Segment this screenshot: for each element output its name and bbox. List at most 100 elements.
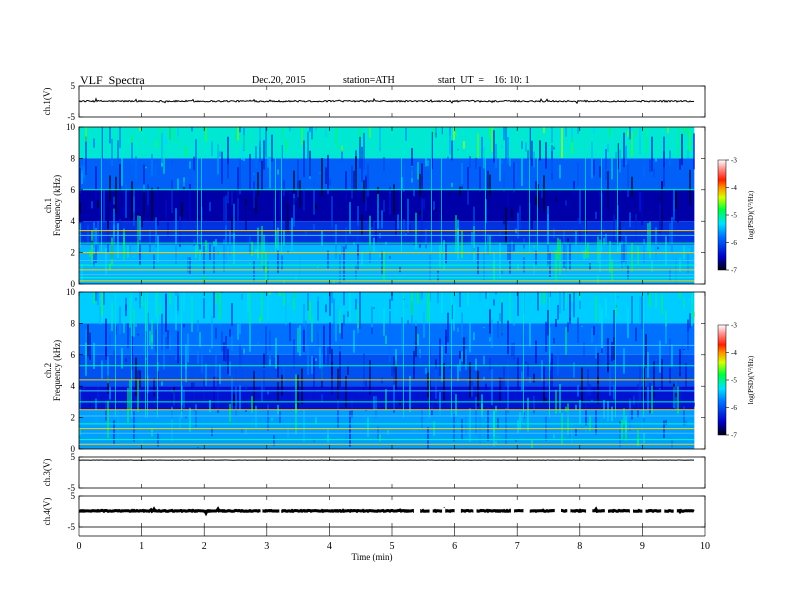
- ch2-spectral-speck: [633, 395, 635, 405]
- ch1-spectral-speck: [535, 250, 537, 266]
- ch1-spectral-speck: [665, 236, 667, 266]
- ch1-spectral-speck: [439, 245, 441, 268]
- ch2-impulse: [643, 292, 644, 418]
- ch2-spectral-speck: [129, 298, 131, 328]
- ch2-spectral-speck: [127, 323, 129, 349]
- ch1-spectral-speck: [675, 258, 677, 284]
- ch1-spectral-speck: [551, 127, 553, 143]
- ch1-spectral-speck: [81, 264, 83, 283]
- ch1-spectral-speck: [657, 131, 659, 134]
- ch1-colorbar-tick: -3: [731, 157, 737, 165]
- ch2-spectral-speck: [501, 377, 503, 410]
- ch1-spectral-speck: [381, 251, 383, 275]
- ch1-spectral-speck: [151, 153, 153, 176]
- ch2-spectral-speck: [141, 437, 143, 445]
- ch1-spectral-speck: [659, 197, 661, 199]
- ch1-spectral-speck: [631, 176, 633, 197]
- ch2-spectral-speck: [647, 292, 649, 296]
- ch2-spectral-speck: [427, 292, 429, 322]
- ch1-spectral-speck: [181, 194, 183, 196]
- ch2-spectral-speck: [301, 368, 303, 405]
- ch1-spectral-speck: [163, 134, 165, 174]
- ch1-spectral-speck: [571, 127, 573, 143]
- ch3-wave-frame: [78, 456, 706, 489]
- ch2-spectral-speck: [175, 296, 177, 331]
- ch2-spectral-speck: [671, 344, 673, 367]
- ch1-spectral-speck: [193, 239, 195, 246]
- ch1-ytick-label: 10: [66, 122, 76, 132]
- ch2-spectral-speck: [559, 292, 561, 314]
- ch4-data-gap: [661, 507, 665, 514]
- ch2-spectral-speck: [345, 431, 347, 443]
- ch2-impulse: [429, 292, 430, 418]
- ch2-spectral-speck: [363, 387, 365, 391]
- ch1-spectral-speck: [135, 127, 137, 130]
- ch2-spectral-speck: [685, 420, 687, 426]
- ch1-spectral-speck: [645, 127, 647, 154]
- ch4-ylabel: ch.4(V): [42, 498, 52, 526]
- ch1-spectral-speck: [181, 203, 183, 218]
- time-axis-tick-label: 10: [700, 541, 710, 552]
- ch1-spectral-speck: [483, 147, 485, 169]
- ch1-spectral-speck: [235, 127, 237, 142]
- ch1-spectral-speck: [461, 162, 463, 184]
- ch1-spectral-speck: [675, 191, 677, 210]
- ch2-spectral-speck: [461, 312, 463, 338]
- ch2-spectral-speck: [497, 436, 499, 438]
- ch1-spectral-speck: [95, 227, 97, 248]
- ch1-spectral-speck: [685, 127, 687, 136]
- ch2-spectral-speck: [209, 349, 211, 353]
- ch1-spectral-speck: [117, 223, 119, 258]
- time-axis-tick-label: 8: [577, 541, 582, 552]
- ch2-spectral-speck: [267, 292, 269, 321]
- ch2-spectral-speck: [135, 357, 137, 396]
- ch1-spectral-speck: [677, 127, 679, 157]
- ch1-spectral-speck: [345, 227, 347, 250]
- ch1-spectral-speck: [639, 127, 641, 155]
- ch1-spectral-speck: [239, 127, 241, 133]
- ch2-spectral-speck: [109, 387, 111, 399]
- ch2-spectral-speck: [521, 371, 523, 391]
- ch2-spectral-speck: [309, 387, 311, 405]
- ch2-spectral-speck: [597, 352, 599, 384]
- ch1-spectral-speck: [337, 143, 339, 148]
- ch2-spectral-speck: [219, 364, 221, 385]
- ch2-spectral-speck: [533, 395, 535, 414]
- ch2-impulse: [131, 292, 132, 418]
- ch2-spectral-speck: [225, 336, 227, 362]
- ch1-spectral-speck: [435, 209, 437, 212]
- ch2-spectral-speck: [275, 337, 277, 369]
- ch2-spectral-speck: [643, 417, 645, 422]
- ch2-impulse: [451, 292, 452, 418]
- ch2-spectral-speck: [321, 394, 323, 402]
- ch1-spectral-speck: [627, 265, 629, 280]
- ch2-spectral-speck: [241, 349, 243, 388]
- ch1-spectral-speck: [129, 243, 131, 254]
- ch1-spectral-speck: [411, 148, 413, 171]
- ch1-spectral-speck: [319, 172, 321, 174]
- ch1-spectral-speck: [493, 130, 495, 163]
- ch1-spectral-speck: [547, 206, 549, 245]
- ch1-spectral-speck: [171, 159, 173, 166]
- ch2-spectral-speck: [263, 370, 265, 393]
- ch2-spectral-speck: [413, 350, 415, 379]
- ch2-spectral-speck: [465, 349, 467, 370]
- ch1-spectral-speck: [187, 252, 189, 274]
- ch1-spectral-speck: [593, 159, 595, 176]
- ch1-spectral-speck: [573, 181, 575, 197]
- ch2-spectral-speck: [331, 292, 333, 304]
- ch1-ytick-label: 5: [71, 81, 76, 91]
- ch2-spectral-speck: [547, 310, 549, 336]
- ch1-spectral-speck: [105, 127, 107, 128]
- ch1-spectral-speck: [113, 196, 115, 205]
- ch2-spectral-speck: [245, 427, 247, 435]
- ch2-spectral-speck: [105, 318, 107, 357]
- ch2-spectral-speck: [211, 315, 213, 349]
- ch1-spectral-speck: [121, 149, 123, 186]
- ch1-spectral-speck: [639, 192, 641, 212]
- ch1-spectral-speck: [647, 223, 649, 252]
- ch2-spectral-speck: [269, 292, 271, 295]
- ch2-spectral-speck: [359, 292, 361, 330]
- ch2-spectral-speck: [477, 370, 479, 407]
- ch1-spectral-speck: [429, 254, 431, 282]
